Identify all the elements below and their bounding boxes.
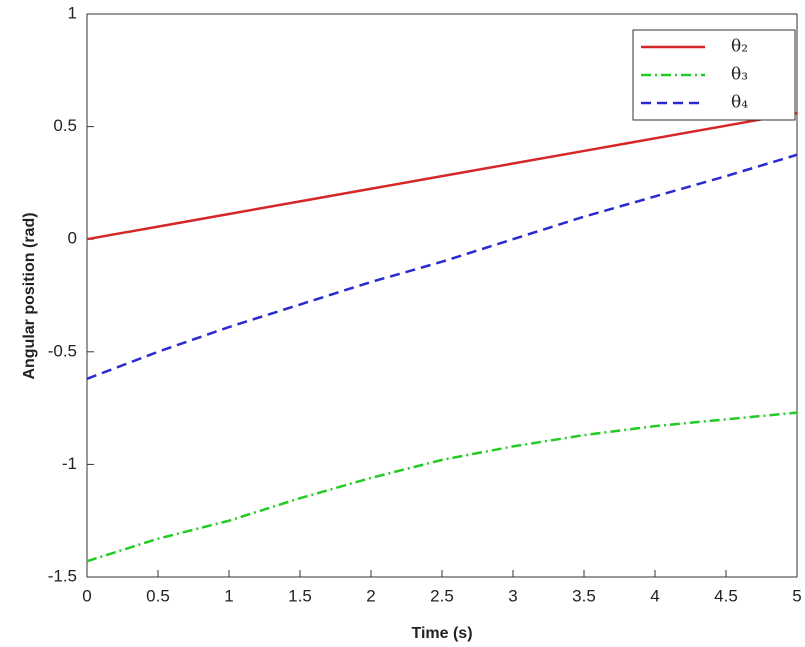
chart: Time (s) Angular position (rad) 0 0.5 1 1.5…	[0, 0, 805, 647]
legend-label: θ₄	[731, 93, 748, 113]
y-tick-label: -0.5	[48, 341, 77, 360]
y-axis-label: Angular position (rad)	[21, 212, 38, 379]
y-tick-label: 1	[68, 3, 77, 22]
x-tick-label: 3	[508, 586, 517, 605]
legend-box	[633, 30, 795, 120]
y-tick-label: -1.5	[48, 566, 77, 585]
x-tick-label: 4.5	[714, 586, 738, 605]
x-axis-label: Time (s)	[411, 625, 472, 642]
x-tick-label: 2.5	[430, 586, 454, 605]
y-tick-label: -1	[62, 454, 77, 473]
x-tick-label: 1.5	[288, 586, 312, 605]
x-tick-label: 0	[82, 586, 91, 605]
y-tick-label: 0	[68, 229, 77, 248]
x-tick-label: 1	[224, 586, 233, 605]
x-tick-label: 0.5	[146, 586, 170, 605]
legend-label: θ₃	[731, 65, 748, 85]
x-tick-label: 5	[792, 586, 801, 605]
y-tick-label: 0.5	[53, 116, 77, 135]
x-tick-label: 2	[366, 586, 375, 605]
x-tick-label: 3.5	[572, 586, 596, 605]
legend-label: θ₂	[731, 37, 748, 57]
x-tick-label: 4	[650, 586, 659, 605]
